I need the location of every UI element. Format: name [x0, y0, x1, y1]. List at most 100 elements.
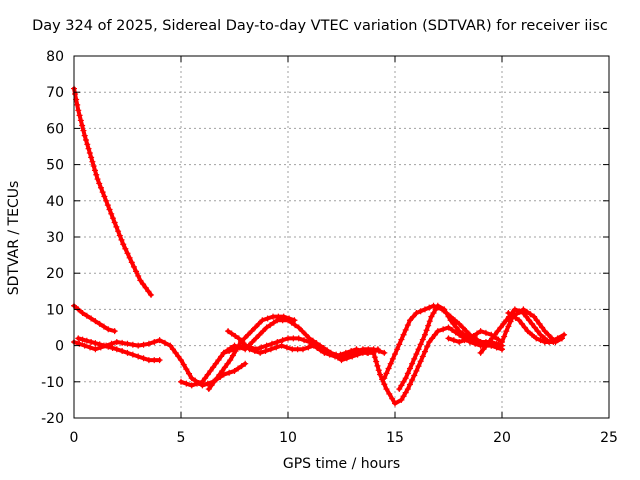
data-point	[252, 324, 259, 331]
data-point	[531, 313, 538, 320]
data-point	[94, 176, 101, 183]
data-point	[205, 386, 212, 393]
data-point	[256, 331, 263, 338]
data-point	[151, 338, 158, 345]
data-point	[218, 353, 225, 360]
data-point	[400, 393, 407, 400]
data-point	[267, 346, 274, 353]
data-point	[140, 281, 147, 288]
data-point	[228, 330, 235, 337]
data-point	[456, 338, 463, 345]
data-point	[124, 340, 131, 347]
data-point	[275, 313, 282, 320]
data-point	[220, 349, 227, 356]
data-point	[342, 349, 349, 356]
data-point	[445, 335, 452, 342]
data-point	[97, 184, 104, 191]
data-point	[477, 338, 484, 345]
data-point	[332, 353, 339, 360]
data-point	[310, 342, 317, 349]
data-point	[283, 344, 290, 351]
data-point	[516, 317, 523, 324]
data-point	[85, 145, 92, 152]
data-point	[301, 337, 308, 344]
data-point	[248, 328, 255, 335]
data-point	[242, 342, 249, 349]
data-point	[533, 317, 540, 324]
data-point	[404, 322, 411, 329]
data-point	[142, 284, 149, 291]
data-point	[489, 335, 496, 342]
data-point	[236, 344, 243, 351]
y-tick-label: -20	[41, 411, 64, 427]
data-point	[124, 250, 131, 257]
y-tick-label: 60	[46, 121, 64, 137]
data-point	[235, 335, 242, 342]
data-point	[299, 328, 306, 335]
y-tick-label: 20	[46, 266, 64, 282]
data-point	[105, 343, 112, 350]
data-point	[512, 314, 519, 321]
data-point	[483, 342, 490, 349]
data-point	[133, 268, 140, 275]
data-point	[474, 330, 481, 337]
data-point	[409, 360, 416, 367]
y-tick-label: 30	[46, 230, 64, 246]
data-point	[443, 310, 450, 317]
data-point	[554, 337, 561, 344]
data-point	[415, 346, 422, 353]
data-point	[445, 324, 452, 331]
data-point	[370, 349, 377, 356]
data-point	[337, 351, 344, 358]
data-point	[140, 341, 147, 348]
data-point	[423, 327, 430, 334]
data-point	[208, 382, 215, 389]
data-point	[219, 367, 226, 374]
data-point	[262, 348, 269, 355]
data-point	[215, 357, 222, 364]
data-point	[82, 136, 89, 143]
data-point	[447, 317, 454, 324]
data-point	[314, 345, 321, 352]
data-point	[456, 320, 463, 327]
data-point	[210, 364, 217, 371]
data-point	[402, 375, 409, 382]
data-point	[135, 272, 142, 279]
data-point	[129, 351, 136, 358]
data-point	[167, 342, 174, 349]
data-point	[116, 232, 123, 239]
data-point	[449, 326, 456, 333]
data-point	[99, 189, 106, 196]
data-point	[263, 342, 270, 349]
data-point	[113, 346, 120, 353]
data-point	[227, 357, 234, 364]
x-tick-label: 15	[386, 430, 404, 446]
data-point	[505, 310, 512, 317]
data-point	[258, 344, 265, 351]
data-point	[103, 197, 110, 204]
data-point	[115, 228, 122, 235]
y-axis-label: SDTVAR / TECUs	[6, 180, 22, 296]
data-point	[292, 322, 299, 329]
data-point	[264, 315, 271, 322]
data-point	[477, 328, 484, 335]
data-point	[79, 122, 86, 129]
data-point	[523, 313, 530, 320]
data-point	[558, 335, 565, 342]
data-point	[482, 329, 489, 336]
data-point	[406, 317, 413, 324]
data-point	[268, 340, 275, 347]
data-point	[242, 360, 249, 367]
series-track-8	[225, 328, 381, 360]
data-point	[79, 310, 86, 317]
data-point	[145, 288, 152, 295]
data-point	[419, 336, 426, 343]
x-tick-label: 25	[600, 430, 618, 446]
data-point	[456, 328, 463, 335]
data-point	[398, 396, 405, 403]
data-point	[225, 328, 232, 335]
data-point	[295, 335, 302, 342]
data-point	[466, 335, 473, 342]
data-point	[239, 338, 246, 345]
data-point	[109, 345, 116, 352]
